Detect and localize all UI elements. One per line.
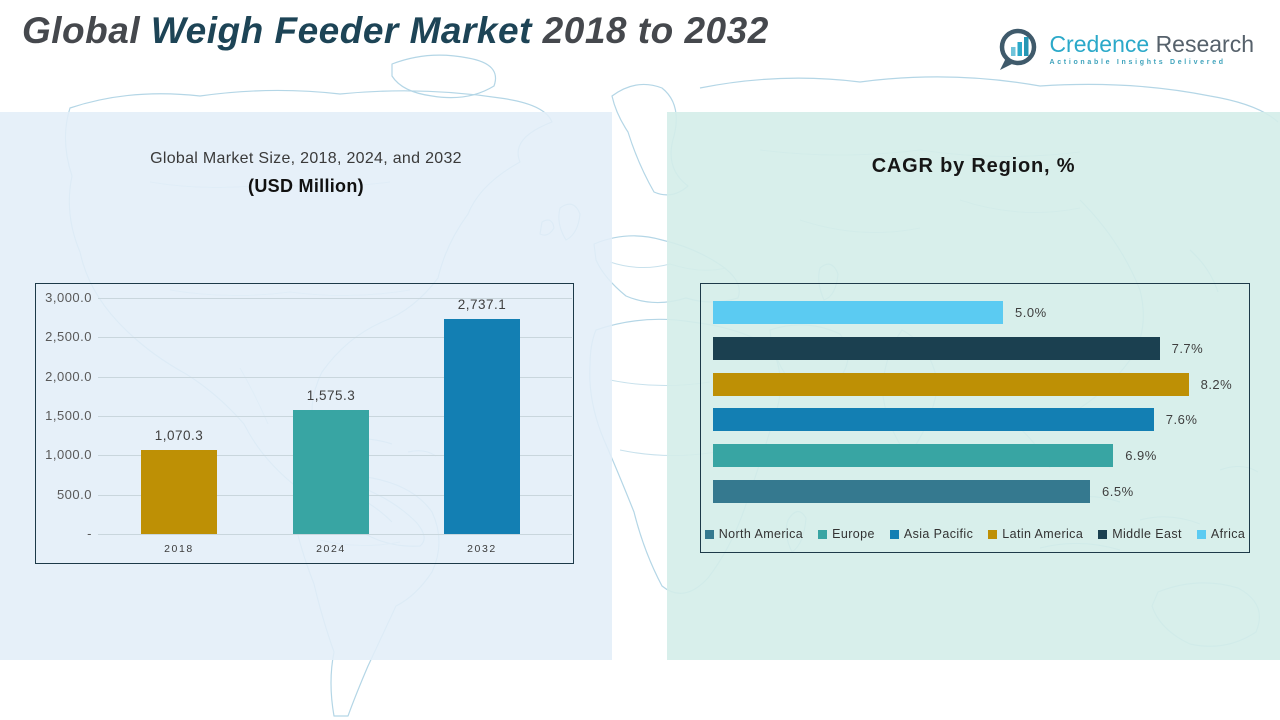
map-russia-coast bbox=[699, 76, 1279, 123]
page-title-part2: Weigh Feeder Market bbox=[150, 10, 532, 51]
logo-name: Credence Research bbox=[1049, 32, 1254, 56]
bar-value-label: 6.5% bbox=[1102, 484, 1134, 499]
legend-swatch bbox=[889, 529, 899, 539]
legend-item: Middle East bbox=[1098, 527, 1182, 541]
bar-value-label: 2,737.1 bbox=[457, 296, 507, 312]
gridline bbox=[98, 376, 572, 378]
legend-label: Middle East bbox=[1112, 527, 1182, 541]
bar-asia-pacific bbox=[713, 408, 1154, 432]
bar-2032 bbox=[444, 318, 520, 534]
map-greenland bbox=[391, 54, 496, 99]
legend-label: Europe bbox=[832, 527, 875, 541]
y-axis-tick-label: 3,000.0 bbox=[45, 290, 92, 305]
bar-europe bbox=[713, 444, 1114, 468]
bar-value-label: 1,575.3 bbox=[306, 388, 356, 404]
legend-swatch bbox=[818, 529, 828, 539]
y-axis-tick-label: 2,000.0 bbox=[45, 368, 92, 384]
bar-value-label: 1,070.3 bbox=[154, 427, 204, 443]
legend-swatch bbox=[704, 529, 714, 539]
y-axis-tick-label: 1,500.0 bbox=[45, 407, 92, 423]
logo-text-block: Credence Research Actionable Insights De… bbox=[1049, 32, 1254, 66]
legend-item: Asia Pacific bbox=[889, 527, 974, 541]
bar-middle-east bbox=[713, 336, 1160, 360]
x-axis-tick-label: 2032 bbox=[467, 543, 497, 555]
legend-item: Europe bbox=[818, 527, 875, 541]
logo-name-primary: Credence bbox=[1049, 31, 1156, 57]
bar-value-label: 8.2% bbox=[1200, 376, 1233, 392]
page-title-part3: 2018 to 2032 bbox=[531, 10, 769, 51]
legend-swatch bbox=[1098, 529, 1108, 539]
page-title: Global Weigh Feeder Market 2018 to 2032 bbox=[22, 10, 769, 52]
bar-latin-america bbox=[713, 372, 1189, 396]
x-axis-tick-label: 2018 bbox=[164, 543, 194, 555]
legend-label: Asia Pacific bbox=[903, 527, 974, 541]
credence-research-logo: Credence Research Actionable Insights De… bbox=[994, 26, 1254, 72]
gridline bbox=[98, 298, 572, 299]
legend-swatch bbox=[988, 529, 998, 539]
y-axis-tick-label: 500.0 bbox=[56, 486, 92, 502]
bar-value-label: 6.9% bbox=[1125, 448, 1157, 464]
page-title-part1: Global bbox=[22, 10, 151, 51]
legend-item: Latin America bbox=[988, 527, 1083, 541]
y-axis-tick-label: 2,500.0 bbox=[45, 329, 92, 345]
cagr-chart-legend: North America Europe Asia Pacific Latin Ame… bbox=[701, 527, 1249, 541]
market-size-chart-subtitle: (USD Million) bbox=[248, 176, 364, 196]
market-size-chart-title: Global Market Size, 2018, 2024, and 2032 bbox=[150, 150, 462, 167]
bar-2024 bbox=[293, 410, 369, 534]
gridline bbox=[98, 337, 572, 339]
y-axis-tick-label: 1,000.0 bbox=[45, 447, 92, 463]
legend-item: North America bbox=[704, 527, 804, 541]
market-size-bar-chart: 3,000.0 2,500.0 2,000.0 1,500.0 1,000.0 500.0… bbox=[35, 283, 574, 564]
bar-value-label: 7.6% bbox=[1165, 412, 1198, 428]
bar-north-america bbox=[713, 480, 1090, 503]
logo-name-secondary: Research bbox=[1155, 31, 1254, 57]
bar-value-label: 7.7% bbox=[1171, 340, 1204, 356]
legend-label: North America bbox=[718, 527, 804, 541]
y-axis-tick-label: - bbox=[87, 525, 92, 541]
logo-tagline: Actionable Insights Delivered bbox=[1049, 59, 1226, 66]
legend-item: Africa bbox=[1196, 527, 1246, 541]
bar-2018 bbox=[141, 449, 217, 534]
legend-label: Africa bbox=[1210, 527, 1246, 541]
legend-label: Latin America bbox=[1002, 527, 1084, 541]
bar-value-label: 5.0% bbox=[1015, 305, 1047, 320]
gridline bbox=[98, 533, 572, 535]
bar-chart-speech-bubble-icon bbox=[1000, 28, 1037, 70]
bar-africa bbox=[713, 301, 1003, 324]
cagr-by-region-bar-chart: North America Europe Asia Pacific Latin Ame… bbox=[700, 283, 1250, 553]
x-axis-tick-label: 2024 bbox=[316, 543, 346, 555]
legend-swatch bbox=[1196, 529, 1206, 539]
cagr-chart-title: CAGR by Region, % bbox=[871, 155, 1076, 177]
